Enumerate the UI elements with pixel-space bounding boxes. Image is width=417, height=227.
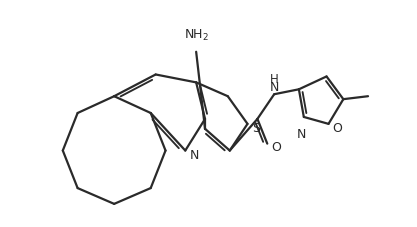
Text: O: O — [332, 122, 342, 135]
Text: N: N — [297, 127, 306, 140]
Text: H: H — [270, 73, 279, 86]
Text: NH$_2$: NH$_2$ — [183, 28, 208, 43]
Text: O: O — [271, 141, 281, 153]
Text: N: N — [190, 148, 200, 161]
Text: S: S — [252, 122, 261, 135]
Text: N: N — [269, 81, 279, 94]
